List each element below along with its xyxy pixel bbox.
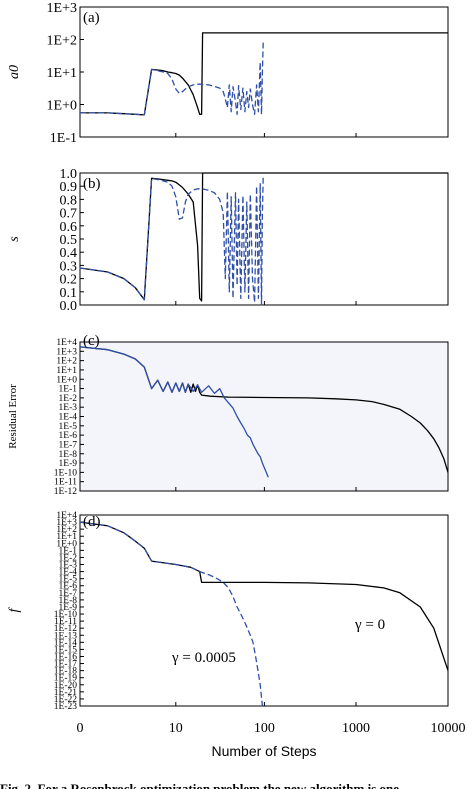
y-tick-label: 1E-6 — [59, 431, 78, 441]
series-line-blue — [80, 42, 264, 116]
y-tick-label: 1.0 — [60, 167, 78, 182]
y-tick-label: 1E+2 — [47, 34, 77, 49]
y-tick-label: 1E-5 — [59, 422, 78, 432]
y-tick-label: 1E-10 — [54, 610, 77, 620]
y-tick-label: 1E-6 — [59, 582, 78, 592]
chart-text: 1E+31E+21E+11E+01E-1(a)a01.00.90.80.70.6… — [7, 1, 466, 759]
series-lines — [79, 32, 449, 707]
y-tick-label: 1E-17 — [54, 660, 77, 670]
y-tick-label: 1E-19 — [54, 674, 77, 684]
panel-label: (a) — [83, 10, 100, 26]
y-tick-label: 1E-13 — [54, 631, 77, 641]
y-tick-label: 0.7 — [60, 207, 78, 222]
x-tick-label: 100 — [254, 721, 275, 736]
y-tick-label: 1E-4 — [59, 413, 78, 423]
series-line-black — [79, 172, 448, 302]
y-tick-label: 1E-7 — [59, 589, 78, 599]
y-tick-label: 1E-23 — [54, 702, 77, 712]
y-tick-label: 1E-10 — [54, 468, 77, 478]
panel-c-background — [80, 342, 448, 491]
y-axis-label: s — [7, 236, 22, 242]
y-tick-label: 1E-11 — [54, 478, 77, 488]
x-tick-label: 0 — [77, 721, 84, 736]
y-tick-label: 1E-4 — [59, 568, 78, 578]
panel-frame — [79, 514, 449, 707]
y-tick-label: 0.2 — [60, 273, 78, 288]
y-tick-label: 1E-22 — [54, 695, 77, 705]
y-tick-label: 1E-12 — [54, 624, 77, 634]
x-axis-label: Number of Steps — [211, 743, 316, 759]
y-tick-label: 1E+3 — [47, 1, 77, 16]
y-tick-label: 1E+3 — [56, 347, 77, 357]
y-tick-label: 1E-2 — [59, 394, 78, 404]
y-tick-label: 1E-18 — [54, 667, 77, 677]
annotation-gamma-0: γ = 0 — [354, 617, 385, 633]
y-tick-label: 1E-14 — [54, 638, 77, 648]
y-tick-label: 1E-1 — [50, 131, 77, 146]
y-tick-label: 1E-9 — [59, 603, 78, 613]
y-tick-label: 1E-8 — [59, 596, 78, 606]
x-tick-label: 10 — [169, 721, 183, 736]
y-tick-label: 1E-5 — [59, 575, 78, 585]
y-tick-label: 0.9 — [60, 180, 78, 195]
y-tick-label: 1E-2 — [59, 553, 78, 563]
y-tick-label: 0.1 — [60, 286, 78, 301]
series-line-blue — [79, 176, 264, 306]
y-tick-label: 1E+0 — [56, 539, 77, 549]
panel-frame — [79, 172, 449, 306]
y-tick-label: 0.8 — [60, 193, 78, 208]
y-axis-label: Residual Error — [7, 384, 19, 449]
x-tick-label: 1000 — [342, 721, 370, 736]
panel-label: (c) — [83, 333, 100, 349]
y-tick-label: 1E-1 — [59, 385, 78, 395]
y-tick-label: 1E-11 — [54, 617, 77, 627]
y-tick-label: 1E+1 — [56, 366, 77, 376]
y-tick-label: 1E+4 — [56, 511, 77, 521]
y-tick-label: 0.3 — [60, 259, 78, 274]
panel-label: (d) — [83, 514, 101, 530]
series-line-blue — [79, 346, 269, 478]
series-line-blue — [79, 521, 264, 707]
y-tick-label: 1E-7 — [59, 440, 78, 450]
y-tick-label: 0.0 — [60, 299, 78, 314]
y-tick-label: 0.5 — [60, 233, 78, 248]
panel-frame — [79, 6, 449, 138]
axis-ticks — [79, 6, 449, 707]
y-axis-label: a0 — [7, 65, 22, 79]
y-tick-label: 1E+2 — [56, 357, 77, 367]
y-tick-label: 1E-3 — [59, 403, 78, 413]
y-tick-label: 1E+0 — [47, 99, 77, 114]
y-tick-label: 1E+2 — [56, 525, 77, 535]
y-tick-label: 1E-1 — [59, 546, 78, 556]
y-tick-label: 1E-16 — [54, 652, 77, 662]
x-tick-label: 10000 — [431, 721, 466, 736]
y-tick-label: 1E-12 — [54, 487, 77, 497]
figure-caption: Fig. 2. For a Rosenbrock optimization pr… — [0, 781, 400, 789]
y-tick-label: 1E+1 — [47, 66, 77, 81]
y-tick-label: 1E-3 — [59, 561, 78, 571]
y-tick-label: 1E-9 — [59, 459, 78, 469]
y-tick-label: 1E-20 — [54, 681, 77, 691]
panel-label: (b) — [83, 176, 101, 192]
y-tick-label: 1E-21 — [54, 688, 77, 698]
y-tick-label: 1E+3 — [56, 518, 77, 528]
y-tick-label: 1E+0 — [56, 375, 77, 385]
y-tick-label: 0.4 — [60, 246, 78, 261]
y-axis-label: f — [7, 606, 22, 612]
annotation-gamma-0005: γ = 0.0005 — [171, 650, 236, 666]
y-tick-label: 1E-8 — [59, 450, 78, 460]
y-tick-label: 1E+4 — [56, 338, 77, 348]
y-tick-label: 1E+1 — [56, 532, 77, 542]
series-line-black — [79, 521, 449, 671]
series-line-black — [80, 32, 448, 116]
y-tick-label: 0.6 — [60, 220, 78, 235]
y-tick-label: 1E-15 — [54, 645, 77, 655]
